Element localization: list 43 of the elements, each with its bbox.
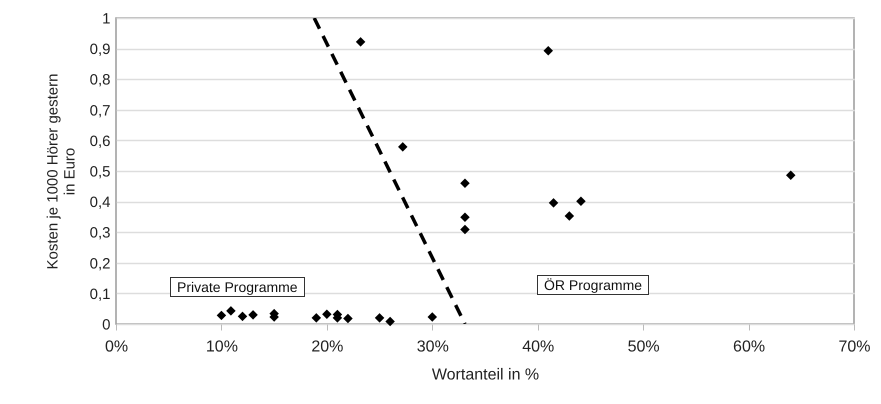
annotation: Private Programme: [170, 277, 305, 297]
x-axis-title: Wortanteil in %: [432, 366, 540, 384]
y-tick-label: 0,1: [90, 286, 110, 303]
point: [398, 142, 408, 152]
point: [544, 46, 553, 56]
point: [576, 196, 586, 206]
x-tick-label: 50%: [628, 338, 660, 356]
y-tick-label: 0,8: [90, 72, 110, 89]
x-tick-label: 0%: [104, 338, 128, 356]
x-tick-label: 10%: [206, 338, 238, 356]
point: [460, 178, 470, 188]
x-tick-label: 30%: [416, 338, 449, 356]
point: [460, 212, 470, 222]
point: [226, 306, 236, 316]
y-tick-label: 0,7: [90, 102, 110, 120]
point: [238, 312, 248, 322]
point: [312, 313, 322, 323]
y-tick-label: 0,3: [90, 224, 110, 242]
x-tick-label: 70%: [838, 338, 871, 356]
point: [216, 310, 226, 320]
x-tick-label: 60%: [733, 338, 766, 356]
point: [786, 170, 796, 180]
x-tick-label: 20%: [311, 338, 344, 356]
x-tick-label: 40%: [522, 338, 554, 356]
point: [385, 316, 395, 326]
point: [343, 314, 353, 324]
point: [564, 211, 574, 221]
y-tick-label: 0: [102, 316, 110, 334]
point: [248, 310, 258, 320]
y-axis-title: Kosten je 1000 Hörer gestern in Euro: [44, 74, 79, 270]
y-tick-label: 1: [102, 10, 110, 28]
y-tick-label: 0,6: [90, 132, 110, 150]
point: [356, 37, 366, 47]
point: [548, 198, 558, 208]
point: [428, 312, 438, 322]
annotation: ÖR Programme: [537, 275, 650, 295]
y-tick-label: 0,2: [90, 255, 110, 272]
y-tick-label: 0,5: [90, 164, 110, 180]
point: [374, 313, 384, 323]
y-tick-label: 0,9: [90, 41, 110, 58]
y-tick-label: 0,4: [90, 194, 110, 212]
point: [460, 224, 470, 234]
point: [322, 309, 332, 319]
